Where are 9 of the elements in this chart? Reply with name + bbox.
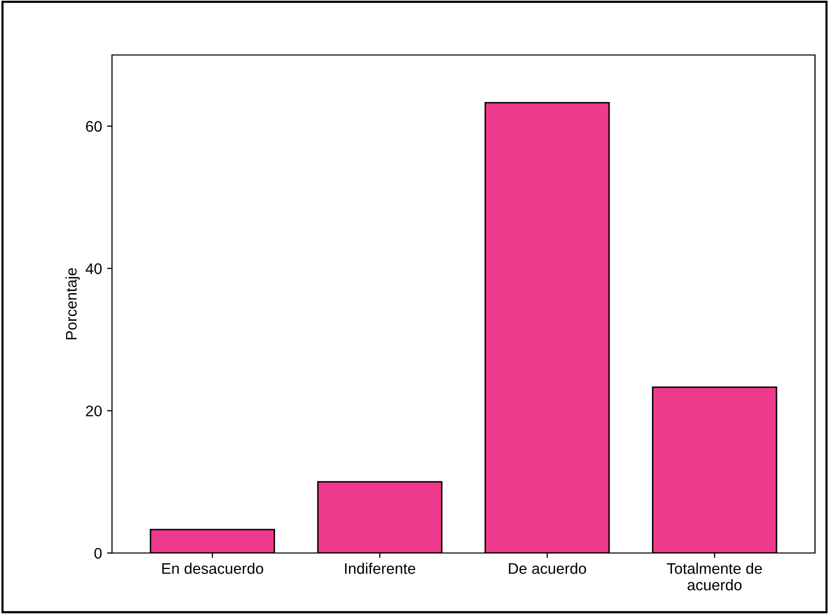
y-tick-label: 40 bbox=[86, 263, 102, 274]
y-axis-title: Porcentaje bbox=[65, 268, 80, 340]
x-tick-label: Indiferente bbox=[345, 562, 416, 574]
x-tick-label: En desacuerdo bbox=[162, 562, 264, 574]
x-tick-label: De acuerdo bbox=[508, 562, 586, 574]
y-tick-label: 60 bbox=[86, 121, 102, 132]
y-tick-label: 0 bbox=[94, 548, 102, 559]
y-tick-label: 20 bbox=[86, 406, 102, 416]
x-tick-label: Totalmente de acuerdo bbox=[666, 562, 762, 590]
